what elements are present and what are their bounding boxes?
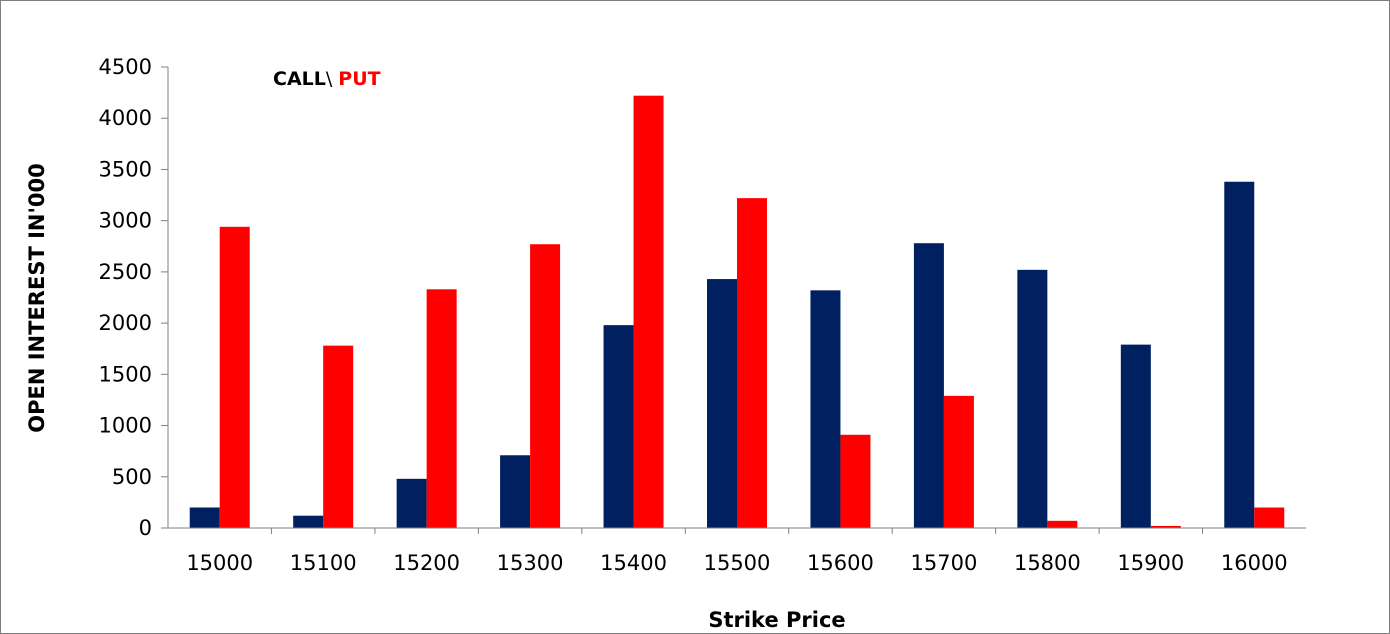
bar-call-15600 bbox=[810, 290, 841, 528]
x-tick-label: 15600 bbox=[807, 551, 874, 575]
x-tick-label: 15000 bbox=[186, 551, 253, 575]
bar-put-15700 bbox=[943, 395, 974, 528]
x-tick-label: 15500 bbox=[704, 551, 771, 575]
x-tick-label: 15100 bbox=[290, 551, 357, 575]
bar-put-15300 bbox=[530, 244, 561, 528]
bar-put-15500 bbox=[737, 198, 767, 528]
bar-call-15700 bbox=[913, 243, 944, 528]
bar-put-15900 bbox=[1150, 525, 1181, 528]
bar-call-15100 bbox=[293, 515, 324, 528]
x-tick-label: 15400 bbox=[600, 551, 667, 575]
x-tick-label: 15800 bbox=[1014, 551, 1081, 575]
y-tick-label: 2500 bbox=[99, 260, 152, 284]
x-tick-label: 15700 bbox=[911, 551, 978, 575]
y-tick-label: 4000 bbox=[99, 106, 152, 130]
bar-call-15200 bbox=[396, 478, 427, 528]
bar-call-15900 bbox=[1120, 344, 1151, 528]
bar-put-15600 bbox=[840, 434, 871, 528]
y-tick-label: 3000 bbox=[99, 209, 152, 233]
y-axis-ticks: 0 500 1000 1500 2000 2500 3000 3500 4000 4500 bbox=[99, 55, 168, 540]
legend: CALL\ PUT bbox=[273, 68, 381, 90]
y-tick-label: 4500 bbox=[99, 55, 152, 79]
bars bbox=[189, 95, 1285, 528]
legend-put: PUT bbox=[338, 68, 380, 90]
y-tick-label: 2000 bbox=[99, 311, 152, 335]
bar-call-15800 bbox=[1017, 269, 1048, 528]
bar-put-15000 bbox=[219, 226, 250, 528]
y-tick-label: 1500 bbox=[99, 362, 152, 386]
x-tick-label: 15300 bbox=[497, 551, 564, 575]
y-axis-title: OPEN INTEREST IN'000 bbox=[25, 163, 49, 432]
bar-put-15400 bbox=[633, 95, 664, 528]
legend-separator: \ bbox=[326, 68, 333, 90]
bar-put-16000 bbox=[1254, 507, 1285, 528]
x-axis-ticks: 15000 15100 15200 15300 15400 15500 15600 15700… bbox=[186, 528, 1288, 575]
bar-call-15500 bbox=[707, 279, 737, 528]
x-axis-title: Strike Price bbox=[708, 608, 845, 632]
bar-put-15800 bbox=[1047, 520, 1078, 528]
x-tick-label: 15200 bbox=[393, 551, 460, 575]
x-tick-label: 15900 bbox=[1117, 551, 1184, 575]
bar-call-15300 bbox=[500, 455, 531, 528]
y-tick-label: 500 bbox=[112, 465, 152, 489]
bar-call-15000 bbox=[189, 507, 220, 528]
legend-call: CALL bbox=[273, 68, 326, 90]
bar-put-15200 bbox=[426, 289, 457, 528]
y-tick-label: 1000 bbox=[99, 414, 152, 438]
bar-call-16000 bbox=[1224, 181, 1255, 528]
bar-put-15100 bbox=[323, 345, 354, 528]
y-tick-label: 0 bbox=[139, 516, 152, 540]
y-tick-label: 3500 bbox=[99, 157, 152, 181]
bar-call-15400 bbox=[603, 325, 634, 528]
x-tick-label: 16000 bbox=[1221, 551, 1288, 575]
